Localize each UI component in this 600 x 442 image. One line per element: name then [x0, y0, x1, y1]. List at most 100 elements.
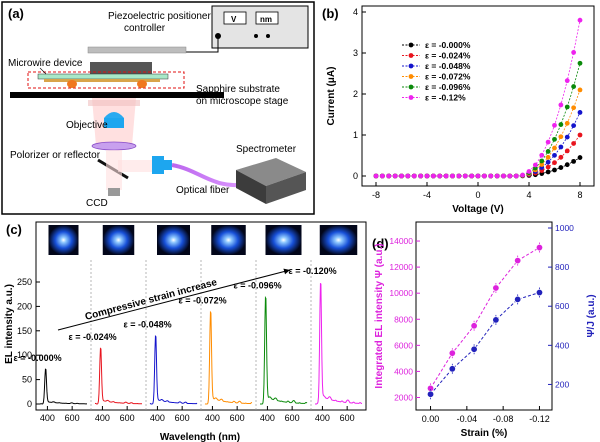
chart-b-point — [545, 139, 551, 145]
chart-b-ytick-label: 0 — [353, 171, 358, 181]
chart-b-legend-label: ε = -0.12% — [425, 93, 466, 103]
chart-d-ytick-left-label: 2000 — [394, 392, 413, 402]
chart-c-ytick-label: 250 — [17, 277, 32, 287]
chart-c-spectrum — [315, 282, 363, 405]
chart-b-point — [545, 149, 551, 154]
chart-b-point — [552, 136, 557, 142]
chart-b-point — [571, 50, 577, 55]
chart-b-point — [564, 148, 570, 154]
chart-d-series — [427, 242, 543, 400]
chart-b-point — [571, 141, 577, 146]
chart-d-series-line — [430, 247, 540, 389]
chart-b-point — [558, 134, 564, 140]
controller-display-nm — [255, 11, 279, 25]
chart-b-point — [552, 167, 557, 173]
chart-b-point — [539, 158, 545, 164]
chart-c-camera-image — [102, 225, 135, 255]
chart-d-ylabel-right: Ψ/J (a.u.) — [586, 294, 597, 337]
chart-d-frame — [415, 221, 553, 411]
device-label: Microwire device — [8, 58, 83, 69]
chart-d-point — [535, 289, 543, 297]
chart-b-xtick-label: -4 — [423, 190, 431, 200]
chart-b-point — [545, 154, 551, 160]
device-glass — [37, 73, 169, 80]
chart-b-point — [450, 173, 455, 179]
chart-c-spectrum — [39, 368, 88, 405]
chart-b-ylabel: Current (μA) — [326, 67, 337, 126]
substrate-stage — [10, 92, 224, 98]
contact-right — [137, 80, 147, 88]
panel-a-label: (a) — [8, 6, 24, 21]
chart-c-strain-label: ε = -0.000% — [14, 353, 62, 363]
chart-b-point — [373, 173, 379, 179]
chart-b-point — [456, 173, 462, 179]
beam-side — [118, 160, 158, 172]
chart-d-xtick-label: -0.04 — [457, 414, 478, 424]
chart-b-legend-label: ε = -0.048% — [425, 61, 471, 71]
chart-c-camera-image — [157, 225, 190, 255]
chart-b-point — [437, 173, 443, 179]
chart-b-point — [545, 169, 551, 175]
chart-c-xtick-label: 600 — [120, 413, 135, 423]
chart-b-legend-label: ε = -0.096% — [425, 82, 471, 92]
objective-lens-top — [104, 112, 124, 118]
panel-b-label: (b) — [322, 6, 339, 21]
chart-b-point — [545, 164, 551, 170]
chart-d-point — [492, 316, 500, 324]
chart-c-camera-images — [48, 225, 358, 255]
chart-b-point — [386, 173, 392, 179]
chart-b-legend-marker — [408, 95, 414, 100]
ccd-body — [108, 188, 120, 196]
chart-b-point — [564, 134, 570, 140]
chart-b-point — [399, 173, 404, 179]
emission-cone — [88, 100, 140, 106]
chart-d-ytick-left-label: 10000 — [389, 288, 413, 298]
panel-d: (d) 0.00 -0.04 -0.08 -0.12 2000 4000 6000 8000 1… — [372, 221, 597, 439]
chart-b-legend-marker — [408, 63, 414, 69]
chart-d-ytick-right-label: 600 — [555, 301, 569, 311]
chart-b-point — [552, 152, 557, 158]
objective-label: Objective — [66, 120, 108, 131]
chart-b-point — [577, 60, 583, 66]
chart-b-point — [558, 165, 564, 170]
fiber-coupler — [152, 156, 164, 174]
chart-b-point — [501, 173, 506, 179]
chart-b-point — [462, 173, 468, 179]
chart-b-point — [577, 155, 583, 160]
contact-left — [67, 80, 77, 88]
chart-c-series: ε = -0.000% ε = -0.024% ε = -0.048% ε = -0.… — [14, 266, 363, 405]
chart-c-spectrum — [149, 335, 198, 405]
chart-b-legend: ε = -0.000%ε = -0.024%ε = -0.048%ε = -0.… — [402, 40, 471, 103]
chart-b-point — [577, 87, 583, 93]
chart-b-point — [405, 173, 411, 179]
chart-c-xtick-label: 600 — [340, 413, 355, 423]
chart-b-point — [494, 173, 500, 179]
chart-b-xtick-label: 4 — [526, 190, 531, 200]
chart-d-ylabel-left: Integrated EL intensity Ψ (a.u.) — [374, 243, 385, 388]
chart-b-point — [558, 154, 564, 160]
chart-d-point — [492, 284, 500, 292]
chart-c-ytick-label: 50 — [22, 375, 32, 385]
chart-b-point — [379, 173, 385, 179]
chart-c-xtick-label: 600 — [230, 413, 245, 423]
substrate-label-2: on microscope stage — [196, 96, 289, 107]
chart-d-ytick-right-label: 1000 — [555, 223, 574, 233]
chart-c-camera-image — [211, 225, 246, 255]
chart-d-ytick-right-label: 400 — [555, 340, 569, 350]
chart-d-point — [514, 295, 522, 303]
chart-d-ytick-left-label: 4000 — [394, 366, 413, 376]
chart-b-point — [564, 78, 570, 84]
controller-display-v — [223, 11, 247, 25]
chart-c-ylabel: EL intensity a.u.) — [4, 284, 15, 364]
chart-b-point — [577, 132, 583, 138]
fiber-label: Optical fiber — [176, 185, 230, 196]
chart-c-ytick-label: 150 — [17, 326, 32, 336]
chart-b-point — [571, 158, 577, 164]
chart-c-ytick-label: 200 — [17, 301, 32, 311]
chart-b-point — [418, 173, 424, 179]
chart-b-point — [571, 123, 577, 128]
chart-b-point — [564, 104, 570, 110]
fiber-coupler-tip — [164, 160, 172, 170]
chart-c-xtick-label: 600 — [285, 413, 300, 423]
